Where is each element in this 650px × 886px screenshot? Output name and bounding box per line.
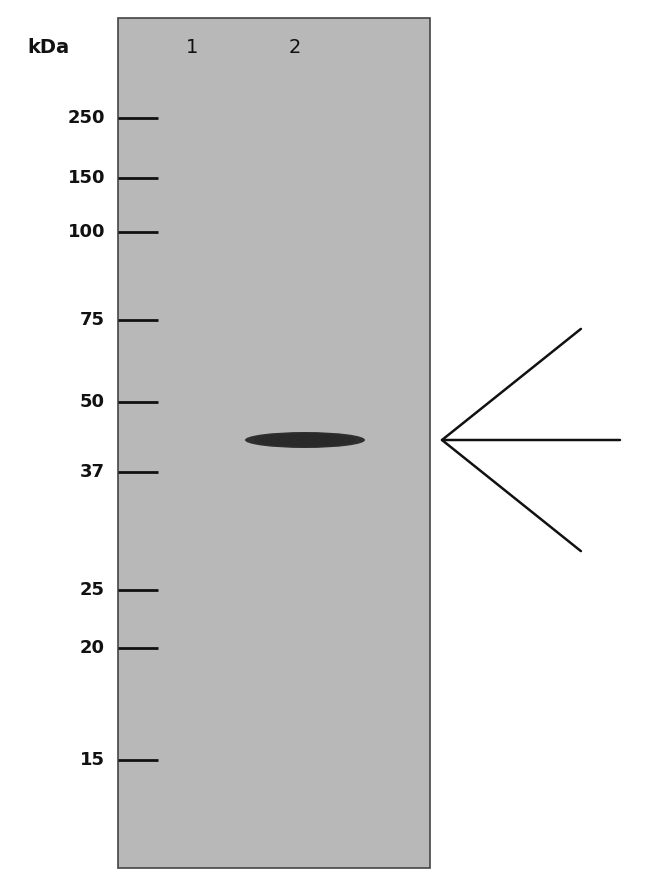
Text: 2: 2 xyxy=(289,38,301,57)
Ellipse shape xyxy=(266,435,344,445)
Ellipse shape xyxy=(254,433,356,447)
Text: 75: 75 xyxy=(80,311,105,329)
Text: 50: 50 xyxy=(80,393,105,411)
Ellipse shape xyxy=(245,432,365,448)
Text: 15: 15 xyxy=(80,751,105,769)
Text: 250: 250 xyxy=(68,109,105,127)
Text: 100: 100 xyxy=(68,223,105,241)
Text: 20: 20 xyxy=(80,639,105,657)
Text: 37: 37 xyxy=(80,463,105,481)
Text: 25: 25 xyxy=(80,581,105,599)
Bar xyxy=(118,18,430,868)
Text: 150: 150 xyxy=(68,169,105,187)
Text: 1: 1 xyxy=(186,38,198,57)
Text: kDa: kDa xyxy=(27,38,69,57)
